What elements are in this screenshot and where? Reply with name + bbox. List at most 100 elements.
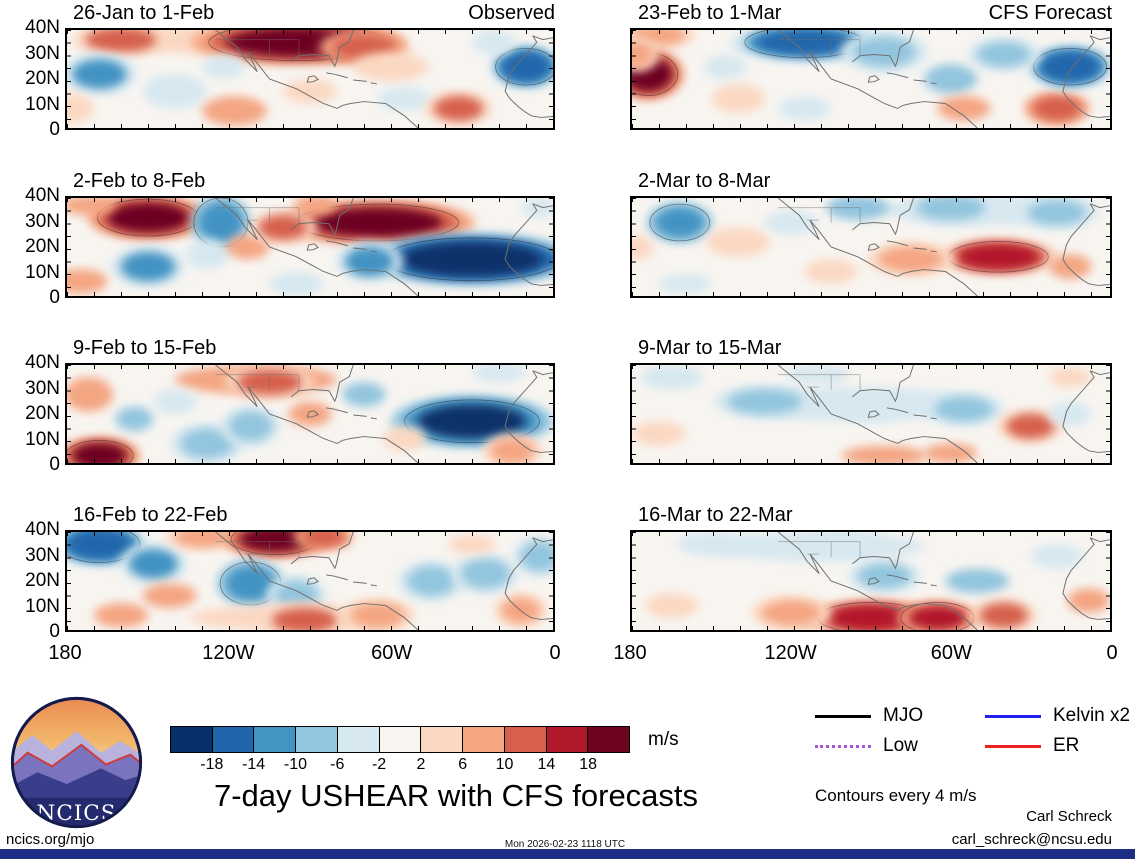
colorbar-segment [546,727,589,752]
colorbar-segment [254,727,297,752]
logo-outline [10,696,143,829]
colorbar-segment [171,727,213,752]
panel-title: 26-Jan to 1-Feb [73,2,215,24]
x-axis-tick-label: 0 [1106,642,1118,664]
er-line-swatch [985,744,1041,748]
y-axis-tick-label: 0 [49,119,60,140]
ncics-logo: NCICS [10,696,143,829]
panel-title: 16-Feb to 22-Feb [73,504,228,526]
y-axis-tick-label: 20N [25,403,60,424]
colorbar-tick-label: -2 [371,756,387,773]
colorbar-tick-label: -18 [200,756,224,773]
coastline-overlay [777,532,1110,630]
y-axis-tick-label: 20N [25,236,60,257]
y-axis-tick-label: 10N [25,261,60,283]
legend-item-mjo: MJO [815,705,923,727]
map-panel-forecast-3 [630,363,1112,465]
colorbar-segment [463,727,505,752]
colorbar [170,726,630,753]
y-axis-tick-label: 10N [25,93,60,115]
y-axis-tick-label: 40N [25,185,60,206]
colorbar-segment [588,727,630,752]
map-panel-forecast-1 [630,28,1112,130]
bottom-bar [0,849,1135,859]
colorbar-segment [337,727,380,752]
map-panel-observed-3 [65,363,555,465]
y-axis-tick-label: 10N [25,428,60,450]
legend-item-low: Low [815,735,918,757]
legend-label: Low [883,735,918,756]
colorbar-tick-label: -14 [242,756,266,773]
coastline-overlay [215,198,553,296]
colorbar-segment [379,727,422,752]
column-header-forecast: CFS Forecast [988,2,1112,24]
legend-label: ER [1053,735,1080,756]
logo-text: NCICS [37,801,117,826]
kelvin-line-swatch [985,714,1041,718]
x-axis-tick-label: 180 [613,642,647,664]
x-axis-tick-label: 120W [764,642,817,664]
map-panel-observed-1 [65,28,555,130]
coastline-overlay [215,365,553,463]
x-axis-tick-label: 180 [48,642,82,664]
map-panel-observed-2 [65,196,555,298]
colorbar-units: m/s [648,729,679,750]
colorbar-tick-label: 18 [579,756,598,773]
y-axis-tick-label: 0 [49,454,60,475]
colorbar-segment [421,727,464,752]
y-axis-tick-label: 40N [25,352,60,373]
site-url: ncics.org/mjo [6,831,95,848]
colorbar-tick-label: 2 [416,756,426,773]
y-axis-tick-label: 30N [25,42,60,64]
legend-item-er: ER [985,735,1079,757]
panel-title: 23-Feb to 1-Mar [638,2,782,24]
contour-note: Contours every 4 m/s [815,786,977,805]
credit-name: Carl Schreck [1026,808,1112,825]
figure-title: 7-day USHEAR with CFS forecasts [213,778,699,813]
coastline-overlay [215,532,553,630]
colorbar-tick-label: 6 [458,756,468,773]
panel-title: 9-Feb to 15-Feb [73,337,217,359]
legend-item-kelvin: Kelvin x2 [985,705,1130,727]
colorbar-labels: -18 -14 -10 -6 -2 2 6 10 14 18 [170,756,630,774]
y-axis-tick-label: 20N [25,68,60,89]
colorbar-segment [504,727,547,752]
column-header-observed: Observed [468,2,555,24]
colorbar-tick-label: 14 [537,756,556,773]
coastline-overlay [215,30,553,128]
x-axis-tick-label: 60W [930,642,972,664]
coastline-overlay [777,365,1110,463]
legend-label: MJO [883,705,924,726]
low-line-swatch [815,744,871,748]
mjo-line-swatch [815,714,871,718]
y-axis-tick-label: 0 [49,621,60,642]
panel-title: 2-Feb to 8-Feb [73,170,206,192]
map-panel-forecast-4 [630,530,1112,632]
credit-email: carl_schreck@ncsu.edu [951,831,1112,848]
y-axis-tick-label: 30N [25,377,60,399]
y-axis-tick-label: 20N [25,570,60,591]
panel-title: 9-Mar to 15-Mar [638,337,782,359]
colorbar-tick-label: 10 [495,756,514,773]
map-panel-observed-4 [65,530,555,632]
legend-label: Kelvin x2 [1053,705,1131,726]
x-axis-tick-label: 0 [549,642,561,664]
colorbar-segment [296,727,338,752]
coastline-overlay [777,30,1110,128]
x-axis-tick-label: 60W [371,642,413,664]
y-axis-tick-label: 40N [25,519,60,540]
map-panel-forecast-2 [630,196,1112,298]
y-axis-tick-label: 40N [25,17,60,38]
panel-title: 2-Mar to 8-Mar [638,170,771,192]
y-axis-tick-label: 0 [49,287,60,308]
logo-crest-line [13,743,140,772]
y-axis-tick-label: 30N [25,210,60,232]
coastline-overlay [777,198,1110,296]
y-axis-tick-label: 30N [25,544,60,566]
timestamp: Mon 2026-02-23 1118 UTC [504,839,626,850]
colorbar-segment [212,727,255,752]
panel-title: 16-Mar to 22-Mar [638,504,793,526]
colorbar-tick-label: -6 [330,756,345,773]
y-axis-tick-label: 10N [25,595,60,617]
